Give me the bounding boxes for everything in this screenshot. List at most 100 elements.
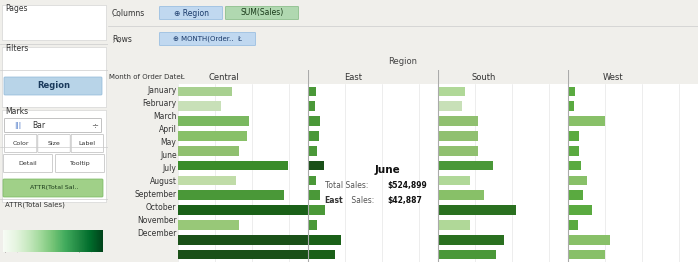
Bar: [568, 87, 575, 96]
Bar: [178, 205, 315, 215]
Text: $215,063: $215,063: [4, 248, 30, 253]
Text: December: December: [138, 229, 177, 238]
Bar: [2, 5, 106, 40]
Bar: [178, 250, 310, 259]
Bar: [438, 235, 504, 244]
Bar: [438, 116, 478, 126]
Bar: [568, 131, 579, 141]
Text: East: East: [325, 196, 343, 205]
Text: ⋮⋮: ⋮⋮: [110, 36, 124, 42]
Bar: [308, 161, 324, 170]
Text: Sales:: Sales:: [349, 196, 377, 205]
Bar: [308, 205, 325, 215]
Bar: [308, 116, 320, 126]
Text: July: July: [163, 164, 177, 173]
FancyBboxPatch shape: [160, 32, 255, 46]
FancyBboxPatch shape: [225, 7, 299, 19]
Text: $789,349: $789,349: [77, 248, 104, 253]
FancyBboxPatch shape: [56, 155, 105, 172]
Text: Total Sales:: Total Sales:: [325, 181, 371, 190]
Text: Size: Size: [47, 141, 60, 146]
Text: Region: Region: [38, 81, 70, 90]
Text: April: April: [158, 125, 177, 134]
FancyBboxPatch shape: [4, 118, 101, 133]
Bar: [568, 190, 583, 200]
FancyBboxPatch shape: [3, 155, 52, 172]
Text: |||: |||: [14, 122, 21, 129]
Text: March: March: [153, 112, 177, 121]
Text: Detail: Detail: [19, 161, 37, 166]
Text: October: October: [146, 203, 177, 212]
Bar: [178, 101, 221, 111]
Text: Central: Central: [208, 73, 239, 81]
Text: November: November: [137, 216, 177, 225]
Bar: [568, 101, 574, 111]
Text: September: September: [135, 190, 177, 199]
FancyBboxPatch shape: [4, 134, 37, 152]
Text: ⊕ MONTH(Order..  Ł: ⊕ MONTH(Order.. Ł: [172, 36, 242, 42]
Text: January: January: [147, 86, 177, 95]
Text: February: February: [142, 99, 177, 108]
Bar: [438, 176, 470, 185]
Text: Tooltip: Tooltip: [70, 161, 90, 166]
Bar: [178, 190, 284, 200]
Bar: [2, 47, 106, 107]
Bar: [438, 220, 470, 230]
FancyBboxPatch shape: [4, 77, 102, 95]
Text: Columns: Columns: [112, 8, 145, 18]
FancyBboxPatch shape: [3, 179, 103, 197]
Text: ÷: ÷: [91, 121, 98, 130]
Bar: [568, 176, 587, 185]
FancyBboxPatch shape: [160, 7, 223, 19]
Bar: [438, 146, 478, 156]
Bar: [438, 131, 478, 141]
Bar: [308, 87, 316, 96]
Bar: [438, 205, 516, 215]
Text: South: South: [471, 73, 496, 81]
Text: Month of Order DateŁ: Month of Order DateŁ: [110, 74, 185, 80]
Bar: [178, 176, 235, 185]
Bar: [308, 131, 319, 141]
Bar: [438, 87, 465, 96]
Text: Rows: Rows: [112, 35, 132, 43]
Bar: [178, 146, 239, 156]
Text: Bar: Bar: [32, 121, 45, 130]
Text: Filters: Filters: [5, 44, 29, 53]
Text: ⊕ Region: ⊕ Region: [174, 8, 209, 18]
Text: East: East: [345, 73, 362, 81]
Text: Marks: Marks: [5, 107, 28, 116]
Bar: [2, 110, 106, 202]
Text: $42,887: $42,887: [387, 196, 422, 205]
Bar: [568, 250, 605, 259]
Bar: [438, 250, 496, 259]
FancyBboxPatch shape: [71, 134, 103, 152]
Text: Color: Color: [13, 141, 29, 146]
Text: SUM(Sales): SUM(Sales): [240, 8, 283, 18]
Bar: [308, 190, 320, 200]
Bar: [568, 116, 605, 126]
Text: Pages: Pages: [5, 4, 27, 13]
Bar: [308, 176, 316, 185]
Bar: [308, 146, 318, 156]
Bar: [308, 235, 341, 244]
Bar: [568, 205, 592, 215]
Text: Region: Region: [389, 57, 417, 66]
Text: June: June: [374, 165, 400, 175]
Bar: [308, 220, 317, 230]
Bar: [438, 101, 462, 111]
Bar: [438, 190, 484, 200]
Bar: [178, 235, 310, 244]
Bar: [568, 161, 581, 170]
Text: ATTR(Total Sal..: ATTR(Total Sal..: [30, 185, 78, 190]
Bar: [568, 220, 579, 230]
Bar: [438, 161, 493, 170]
Bar: [308, 250, 335, 259]
Text: West: West: [603, 73, 624, 81]
FancyBboxPatch shape: [38, 134, 70, 152]
Text: May: May: [161, 138, 177, 147]
Text: August: August: [149, 177, 177, 186]
Bar: [568, 146, 579, 156]
Text: Label: Label: [79, 141, 96, 146]
Bar: [178, 87, 232, 96]
Text: ⋮⋮: ⋮⋮: [110, 10, 124, 16]
